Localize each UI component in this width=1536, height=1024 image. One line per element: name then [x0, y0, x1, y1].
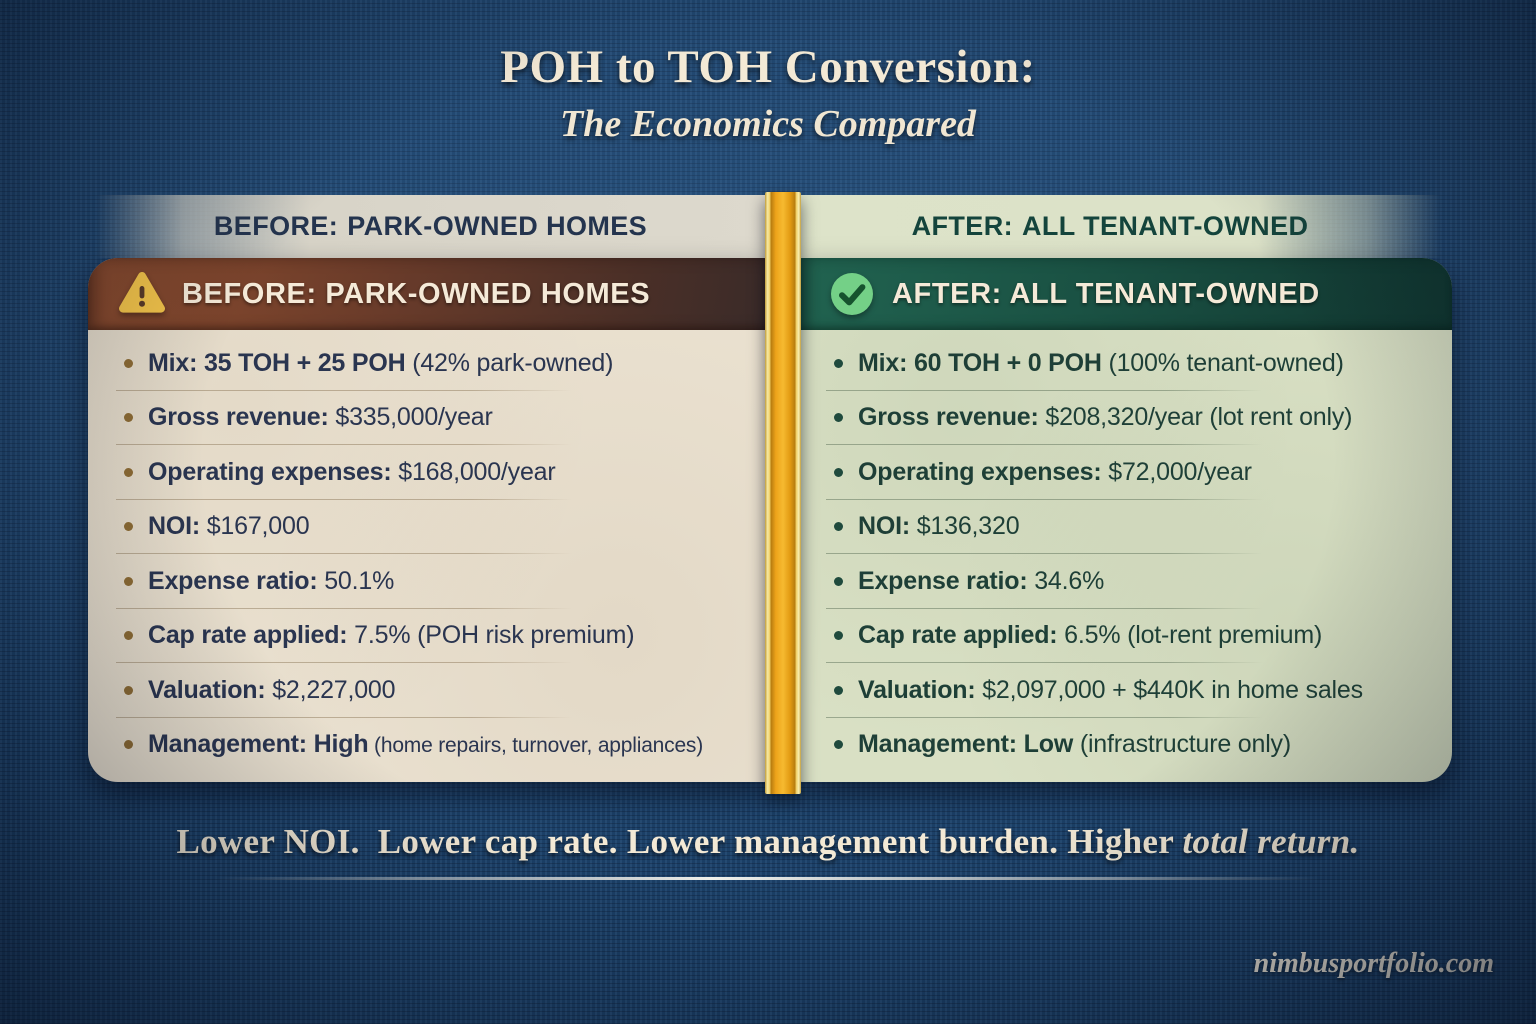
summary-tagline-italic: total return. [1182, 822, 1360, 861]
after-panel: AFTER: ALL TENANT-OWNED Mix: 60 TOH + 0 … [798, 258, 1452, 782]
check-circle-icon [828, 270, 876, 318]
list-item: Expense ratio: 34.6% [826, 554, 1432, 609]
bullet-dot-icon [834, 631, 843, 641]
after-column-label: AFTER: ALL TENANT-OWNED [772, 195, 1448, 258]
after-panel-header: AFTER: ALL TENANT-OWNED [798, 258, 1452, 330]
bullet-dot-icon [124, 522, 133, 532]
before-column-label-text: PARK-OWNED HOMES [347, 211, 648, 241]
after-panel-list: Mix: 60 TOH + 0 POH (100% tenant-owned) G… [798, 330, 1452, 782]
center-gold-ribbon-divider [765, 192, 801, 794]
list-item-text: Expense ratio: 50.1% [148, 566, 395, 595]
bullet-dot-icon [124, 467, 133, 477]
before-panel-header: BEFORE: PARK-OWNED HOMES [88, 258, 768, 330]
bullet-dot-icon [124, 631, 133, 641]
watermark-url: nimbusportfolio.com [1253, 948, 1494, 979]
list-item: Mix: 60 TOH + 0 POH (100% tenant-owned) [826, 336, 1432, 391]
list-item-text: Gross revenue: $208,320/year (lot rent o… [858, 403, 1353, 432]
page-subtitle: The Economics Compared [560, 103, 976, 145]
list-item-text: Mix: 60 TOH + 0 POH (100% tenant-owned) [858, 348, 1344, 377]
before-panel-list: Mix: 35 TOH + 25 POH (42% park-owned) Gro… [88, 330, 768, 782]
bullet-dot-icon [124, 358, 133, 368]
list-item: Expense ratio: 50.1% [116, 554, 748, 609]
title-block: POH to TOH Conversion: The Economics Com… [0, 40, 1536, 146]
list-item-text: Expense ratio: 34.6% [858, 566, 1105, 595]
list-item-text: Cap rate applied: 6.5% (lot-rent premium… [858, 621, 1323, 650]
list-item: NOI: $167,000 [116, 500, 748, 555]
list-item-text: Management: Low (infrastructure only) [858, 730, 1291, 759]
list-item-text: Operating expenses: $168,000/year [148, 457, 556, 486]
bullet-dot-icon [834, 685, 843, 695]
bullet-dot-icon [124, 740, 133, 750]
bullet-dot-icon [834, 467, 843, 477]
list-item-text: NOI: $167,000 [148, 512, 310, 541]
list-item-text: Valuation: $2,227,000 [148, 675, 396, 704]
after-column-label-text: ALL TENANT-OWNED [1022, 211, 1309, 241]
list-item: Management: High (home repairs, turnover… [124, 718, 748, 773]
after-panel-title: AFTER: ALL TENANT-OWNED [892, 277, 1320, 310]
list-item-text: NOI: $136,320 [858, 512, 1020, 541]
list-item: Gross revenue: $208,320/year (lot rent o… [826, 391, 1432, 446]
list-item: Cap rate applied: 7.5% (POH risk premium… [116, 609, 748, 664]
warning-triangle-icon [118, 270, 166, 318]
bullet-dot-icon [834, 358, 843, 368]
before-panel: BEFORE: PARK-OWNED HOMES Mix: 35 TOH + 2… [88, 258, 768, 782]
bullet-dot-icon [834, 576, 843, 586]
bullet-dot-icon [124, 576, 133, 586]
before-column-label-prefix: BEFORE: [213, 211, 339, 241]
list-item-text: Cap rate applied: 7.5% (POH risk premium… [148, 621, 635, 650]
bullet-dot-icon [124, 685, 133, 695]
bullet-dot-icon [834, 740, 843, 750]
list-item: Operating expenses: $72,000/year [826, 445, 1432, 500]
bullet-dot-icon [124, 413, 133, 423]
list-item: NOI: $136,320 [826, 500, 1432, 555]
bullet-dot-icon [834, 413, 843, 423]
summary-tagline: Lower NOI. Lower cap rate. Lower managem… [0, 822, 1536, 862]
list-item: Mix: 35 TOH + 25 POH (42% park-owned) [116, 336, 748, 391]
bullet-dot-icon [834, 522, 843, 532]
page-title: POH to TOH Conversion: [500, 41, 1036, 93]
before-panel-title: BEFORE: PARK-OWNED HOMES [182, 277, 651, 310]
list-item: Gross revenue: $335,000/year [116, 391, 748, 446]
list-item: Valuation: $2,097,000 + $440K in home sa… [826, 663, 1432, 718]
list-item: Cap rate applied: 6.5% (lot-rent premium… [826, 609, 1432, 664]
list-item-text: Mix: 35 TOH + 25 POH (42% park-owned) [148, 348, 614, 377]
list-item: Management: Low (infrastructure only) [834, 718, 1432, 773]
list-item: Operating expenses: $168,000/year [116, 445, 748, 500]
list-item-text: Management: High (home repairs, turnover… [148, 730, 704, 759]
list-item-text: Gross revenue: $335,000/year [148, 403, 493, 432]
list-item-text: Valuation: $2,097,000 + $440K in home sa… [858, 675, 1363, 704]
list-item: Valuation: $2,227,000 [116, 663, 748, 718]
summary-tagline-regular: Lower NOI. Lower cap rate. Lower managem… [176, 822, 1183, 861]
after-column-label-prefix: AFTER: [911, 211, 1013, 241]
divider-line [215, 877, 1321, 880]
before-column-label: BEFORE: PARK-OWNED HOMES [96, 195, 765, 258]
list-item-text: Operating expenses: $72,000/year [858, 457, 1252, 486]
